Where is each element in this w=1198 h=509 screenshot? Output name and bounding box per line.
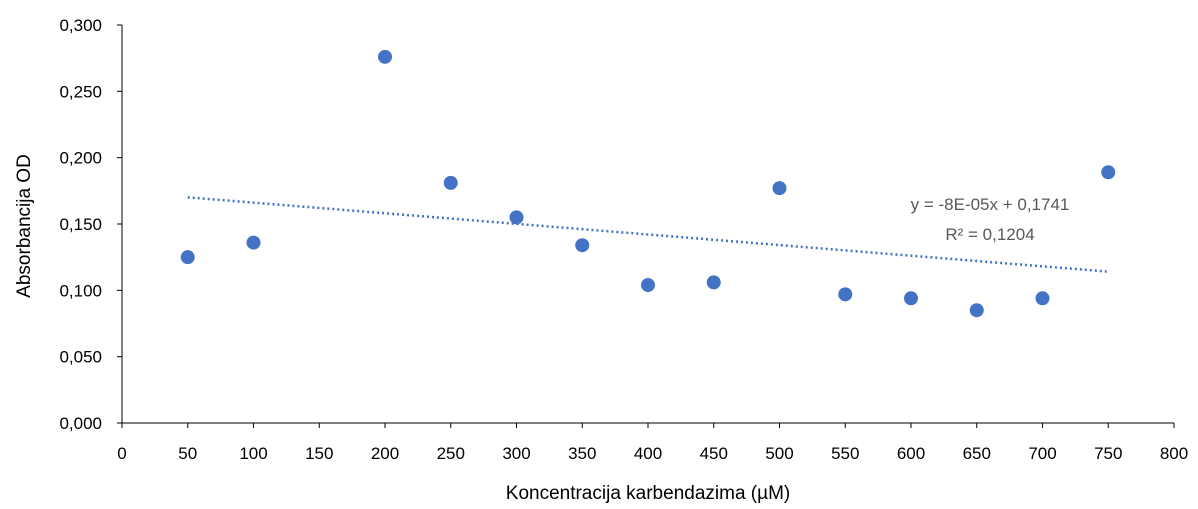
data-point [904,291,918,306]
data-point [641,278,655,293]
x-tick-label: 150 [305,444,333,463]
trendline-equation: y = -8E-05x + 0,1741 [911,195,1070,214]
x-axis-title: Koncentracija karbendazima (µM) [506,483,790,504]
data-point [246,235,261,250]
x-tick-label: 750 [1094,444,1122,463]
x-tick-label: 300 [502,444,530,463]
data-point [969,303,984,318]
x-tick-label: 800 [1160,444,1188,463]
data-point [575,238,590,253]
y-axis-title: Absorbancija OD [14,154,35,298]
y-tick-label: 0,300 [59,16,102,35]
axes: 0 50 100 150 200 250 300 350 400 450 500 550 600 650 7… [59,16,1188,463]
y-tick-label: 0,100 [59,281,102,300]
trendline-group [187,196,1109,273]
x-tick-label: 550 [831,444,859,463]
y-tick-label: 0,000 [59,414,102,433]
data-point [706,275,721,290]
x-tick-label: 350 [568,444,596,463]
x-tick-label: 100 [239,444,267,463]
data-point [772,181,787,196]
x-tick-label: 0 [117,444,126,463]
x-tick-label: 400 [634,444,662,463]
y-tick-label: 0,150 [59,215,102,234]
x-tick-label: 50 [178,444,197,463]
y-tick-label: 0,250 [59,82,102,101]
data-point [180,250,195,265]
trendline-r-squared: R² = 0,1204 [945,225,1034,244]
y-tick-label: 0,200 [59,149,102,168]
x-tick-label: 250 [437,444,465,463]
x-tick-label: 600 [897,444,925,463]
data-point [509,210,524,225]
data-point [443,175,458,190]
data-point [378,49,392,64]
trendline-equation-group: y = -8E-05x + 0,1741 R² = 0,1204 [911,195,1070,244]
x-tick-label: 500 [765,444,793,463]
y-tick-label: 0,050 [59,348,102,367]
data-points [180,49,1116,318]
x-tick-label: 650 [963,444,991,463]
data-point [1035,291,1050,306]
x-tick-label: 200 [371,444,399,463]
data-point [838,287,853,302]
data-point [1101,165,1116,180]
x-tick-label: 700 [1028,444,1056,463]
linear-trendline [187,196,1109,273]
x-tick-label: 450 [700,444,728,463]
